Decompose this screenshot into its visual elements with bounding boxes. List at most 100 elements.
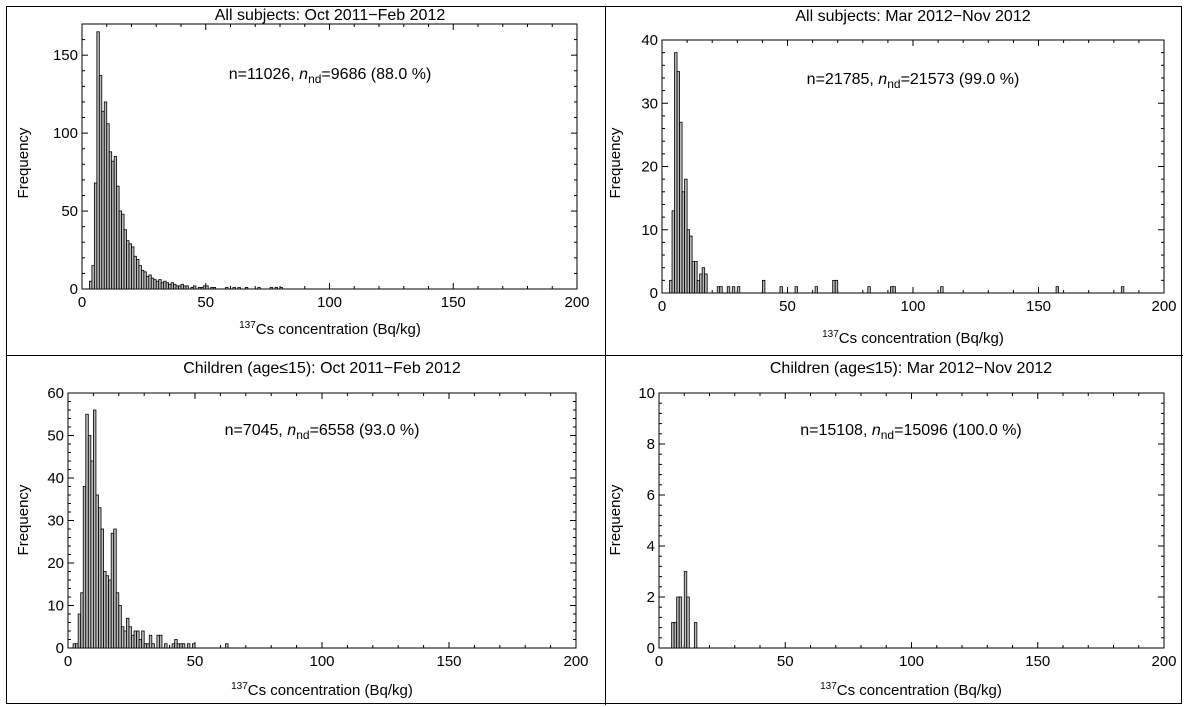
x-axis-label-text: Cs concentration (Bq/kg): [256, 321, 421, 338]
x-tick-label: 50: [187, 653, 204, 670]
chart-title: All subjects: Oct 2011−Feb 2012: [215, 7, 446, 24]
y-tick-label: 50: [61, 203, 78, 220]
y-tick-label: 8: [647, 436, 655, 453]
annotation-subscript: nd: [308, 72, 321, 86]
histogram-bar: [185, 285, 189, 290]
annotation-prefix: n=7045,: [225, 422, 288, 439]
y-tick-label: 100: [53, 125, 78, 142]
y-tick-label: 10: [641, 222, 658, 239]
y-tick-label: 0: [647, 640, 655, 657]
annotation-n-symbol: n: [872, 422, 881, 439]
annotation-subscript: nd: [296, 428, 309, 442]
y-tick-label: 60: [47, 385, 64, 402]
histogram-bar: [159, 634, 163, 649]
y-tick-label: 50: [47, 428, 64, 445]
histogram-bar: [686, 596, 690, 649]
annotation-suffix: =21573 (99.0 %): [901, 71, 1020, 88]
x-tick-label: 150: [1026, 298, 1051, 315]
y-axis-label: Frequency: [15, 484, 32, 555]
x-tick-label: 0: [78, 294, 86, 311]
x-axis-label-superscript: 137: [239, 320, 256, 331]
panel-divider-horizontal: [7, 355, 1183, 356]
x-axis-label-text: Cs concentration (Bq/kg): [837, 682, 1002, 699]
x-tick-label: 50: [777, 653, 794, 670]
chart-panel-2: All subjects: Mar 2012−Nov 2012 n=21785, …: [607, 8, 1177, 347]
annotation-subscript: nd: [881, 428, 894, 442]
y-tick-label: 10: [638, 385, 655, 402]
annotation-prefix: n=15108,: [800, 422, 872, 439]
y-axis-label: Frequency: [15, 127, 32, 198]
annotation-subscript: nd: [887, 77, 900, 91]
histogram-bar: [731, 286, 736, 294]
histogram-bar: [693, 622, 698, 649]
histogram-bars: [72, 409, 229, 649]
y-tick-label: 30: [47, 513, 64, 530]
y-tick-label: 20: [47, 555, 64, 572]
histogram-bar: [867, 286, 871, 294]
y-tick-label: 2: [647, 589, 655, 606]
histogram-bar: [704, 273, 708, 294]
histogram-bar: [192, 285, 197, 290]
sample-size-annotation: n=7045, nnd=6558 (93.0 %): [225, 422, 420, 442]
x-tick-label: 50: [779, 298, 796, 315]
chart-panel-3: Children (age≤15): Oct 2011−Feb 2012 n=70…: [15, 360, 589, 699]
histogram-bar: [694, 260, 698, 294]
x-tick-label: 100: [900, 298, 925, 315]
x-axis-label-superscript: 137: [231, 681, 248, 692]
x-tick-label: 100: [899, 653, 924, 670]
histogram-bar: [678, 596, 683, 649]
x-axis-label: 137Cs concentration (Bq/kg): [820, 681, 1002, 699]
y-tick-label: 6: [647, 487, 655, 504]
histogram-bar: [148, 634, 153, 649]
histogram-bar: [279, 287, 283, 290]
chart-panel-1: All subjects: Oct 2011−Feb 2012 n=11026, …: [15, 7, 590, 338]
histogram-bar: [940, 286, 944, 294]
annotation-suffix: =9686 (88.0 %): [321, 66, 431, 83]
panel-grid: [6, 6, 1183, 705]
x-tick-label: 200: [563, 653, 588, 670]
histogram-bars: [89, 31, 283, 290]
histogram-bar: [736, 286, 741, 294]
histogram-bar: [237, 287, 241, 290]
histogram-bar: [257, 287, 261, 290]
annotation-n-symbol: n: [878, 71, 887, 88]
histogram-bar: [892, 286, 896, 294]
histogram-bar: [1055, 286, 1059, 294]
sample-size-annotation: n=11026, nnd=9686 (88.0 %): [229, 66, 432, 86]
histogram-bar: [164, 643, 168, 649]
y-tick-label: 30: [641, 95, 658, 112]
histogram-bar: [274, 287, 278, 290]
histogram-bars: [671, 571, 698, 649]
x-axis-label: 137Cs concentration (Bq/kg): [822, 329, 1004, 347]
plot-frame: [81, 23, 578, 290]
y-axis-label: Frequency: [607, 484, 624, 555]
histogram-bar: [186, 643, 191, 649]
x-tick-label: 50: [197, 294, 214, 311]
x-axis-label: 137Cs concentration (Bq/kg): [231, 681, 413, 699]
chart-title: All subjects: Mar 2012−Nov 2012: [795, 8, 1030, 25]
histogram-bar: [225, 643, 229, 649]
y-tick-label: 40: [641, 32, 658, 49]
histogram-bar: [151, 643, 155, 649]
x-tick-label: 100: [317, 294, 342, 311]
histogram-bar: [762, 279, 766, 294]
histogram-bar: [834, 279, 839, 294]
x-axis-label: 137Cs concentration (Bq/kg): [239, 320, 421, 338]
chart-title: Children (age≤15): Oct 2011−Feb 2012: [183, 360, 461, 377]
histogram-bar: [726, 286, 731, 294]
x-tick-label: 200: [1151, 653, 1176, 670]
histogram-bar: [719, 286, 723, 294]
y-tick-label: 4: [647, 538, 655, 555]
y-tick-label: 10: [47, 598, 64, 615]
annotation-suffix: =15096 (100.0 %): [894, 422, 1022, 439]
histogram-bar: [232, 287, 236, 290]
histogram-bar: [779, 286, 783, 294]
x-axis-label-text: Cs concentration (Bq/kg): [248, 682, 413, 699]
sample-size-annotation: n=21785, nnd=21573 (99.0 %): [807, 71, 1020, 91]
x-axis-label-superscript: 137: [822, 329, 839, 340]
annotation-prefix: n=21785,: [807, 71, 879, 88]
x-tick-label: 0: [658, 298, 666, 315]
histogram-bar: [244, 287, 249, 290]
